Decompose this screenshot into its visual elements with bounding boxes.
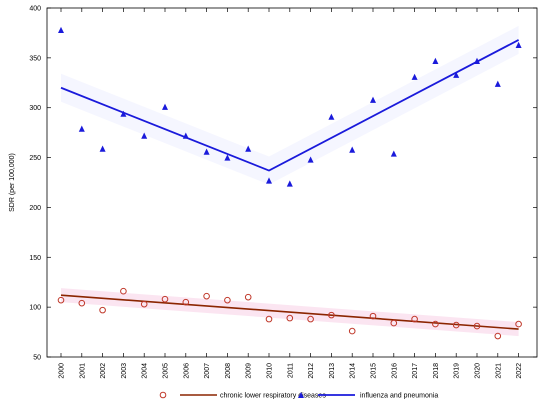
data-point-circle (348, 327, 356, 335)
legend-label: influenza and pneumonia (360, 393, 438, 400)
data-point-triangle (370, 96, 376, 103)
data-point-triangle (494, 80, 501, 87)
x-tick-label: 2021 (495, 363, 502, 379)
data-point-triangle (328, 113, 335, 120)
y-tick-label: 300 (29, 105, 41, 112)
data-point-triangle (141, 132, 148, 139)
data-point-triangle (58, 26, 64, 34)
data-point-circle (224, 296, 231, 304)
data-point-circle (515, 320, 522, 328)
y-tick-label: 250 (29, 155, 41, 162)
data-point-circle (182, 298, 190, 306)
legend: chronic lower respiratory diseases influe… (159, 391, 438, 400)
x-tick-label: 2020 (475, 363, 482, 379)
data-point-triangle (307, 156, 314, 163)
data-point-triangle (224, 154, 231, 161)
data-point-circle (57, 296, 65, 304)
x-tick-label: 2012 (308, 363, 315, 379)
x-tick-label: 2004 (142, 363, 149, 379)
legend-marker-triangle (298, 392, 304, 398)
legend-marker-circle (159, 391, 167, 399)
trend-line (60, 39, 520, 172)
data-point-triangle (203, 148, 210, 155)
x-tick-label: 2019 (454, 363, 461, 379)
y-axis: 50 100 150 200 250 300 350 400 (29, 6, 537, 362)
x-tick-label: 2005 (163, 363, 170, 379)
data-point-triangle (120, 110, 127, 117)
y-tick-label: 50 (33, 355, 41, 362)
data-point-triangle (266, 177, 272, 184)
x-tick-label: 2022 (516, 363, 523, 379)
x-tick-label: 2011 (287, 363, 294, 378)
x-tick-label: 2018 (433, 363, 440, 379)
data-point-circle (307, 315, 314, 323)
data-point-triangle (515, 41, 522, 48)
data-point-circle (390, 319, 398, 327)
x-tick-label: 2003 (121, 363, 128, 379)
x-tick-label: 2009 (246, 363, 253, 379)
x-axis: 2000 2001 2002 2003 2004 2005 2006 2007 2008 2009… (59, 8, 523, 379)
data-point-triangle (99, 145, 106, 152)
data-point-circle (244, 293, 252, 301)
data-point-triangle (286, 180, 293, 187)
data-point-circle (369, 312, 377, 320)
x-tick-label: 2010 (267, 363, 274, 379)
y-tick-label: 400 (29, 6, 41, 13)
data-point-circle (452, 321, 460, 329)
trend-band (61, 25, 519, 185)
data-point-circle (161, 295, 169, 303)
data-point-triangle (453, 71, 460, 78)
data-point-triangle (78, 125, 85, 132)
x-tick-label: 2002 (100, 363, 107, 379)
y-tick-label: 200 (29, 205, 41, 212)
data-point-circle (432, 320, 439, 328)
data-point-circle (286, 314, 294, 322)
data-point-triangle (411, 73, 418, 80)
x-tick-label: 2001 (79, 363, 86, 379)
x-tick-label: 2013 (329, 363, 336, 379)
trend-lines (60, 39, 520, 330)
data-point-circle (265, 315, 273, 323)
x-tick-label: 2015 (371, 363, 378, 379)
data-point-circle (473, 322, 481, 330)
x-tick-label: 2008 (225, 363, 232, 379)
data-point-triangle (349, 146, 356, 153)
x-tick-label: 2007 (204, 363, 211, 379)
y-axis-label: SDR (per 100,000) (9, 153, 16, 212)
y-tick-label: 150 (29, 255, 41, 262)
data-point-triangle (162, 103, 168, 110)
x-tick-label: 2006 (183, 363, 190, 379)
data-point-circle (99, 306, 106, 314)
data-point-circle (328, 311, 335, 319)
x-tick-label: 2017 (412, 363, 419, 379)
y-tick-label: 100 (29, 305, 41, 312)
trend-line (60, 294, 519, 330)
plot-area (46, 7, 538, 358)
data-point-triangle (182, 132, 189, 139)
legend-label: chronic lower respiratory diseases (220, 393, 326, 400)
data-point-circle (203, 292, 210, 300)
x-tick-label: 2016 (391, 363, 398, 379)
data-point-triangle (245, 145, 252, 152)
data-point-circle (140, 300, 148, 308)
data-point-circle (494, 332, 502, 340)
data-point-triangle (390, 150, 397, 157)
data-point-circle (78, 299, 86, 307)
data-markers (57, 26, 522, 340)
y-tick-label: 350 (29, 55, 41, 62)
data-point-triangle (432, 57, 439, 64)
data-point-triangle (474, 57, 480, 64)
data-point-circle (411, 315, 418, 323)
x-tick-label: 2000 (59, 363, 66, 379)
data-point-circle (120, 287, 127, 295)
x-tick-label: 2014 (350, 363, 357, 379)
